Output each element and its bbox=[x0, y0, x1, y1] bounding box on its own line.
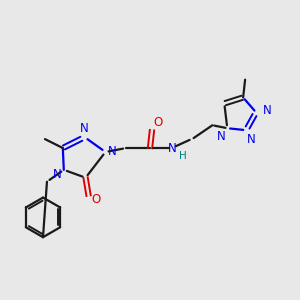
Text: N: N bbox=[108, 146, 117, 158]
Text: N: N bbox=[167, 142, 176, 154]
Text: N: N bbox=[80, 122, 89, 135]
Text: N: N bbox=[52, 168, 61, 181]
Text: O: O bbox=[92, 193, 101, 206]
Text: N: N bbox=[247, 133, 255, 146]
Text: N: N bbox=[217, 130, 226, 142]
Text: H: H bbox=[179, 151, 187, 161]
Text: O: O bbox=[153, 116, 163, 129]
Text: N: N bbox=[262, 104, 271, 117]
